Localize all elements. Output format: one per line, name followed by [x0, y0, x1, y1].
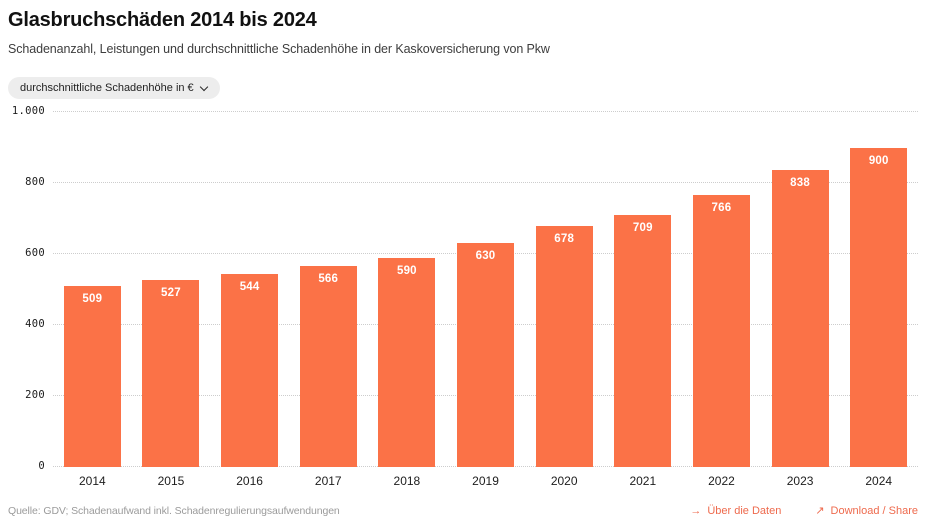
x-axis-label: 2021 — [629, 474, 657, 488]
bar[interactable]: 838 — [771, 169, 829, 467]
bar-slot: 678 — [525, 112, 604, 467]
x-axis-label: 2014 — [78, 474, 106, 488]
y-tick-label: 1.000 — [11, 105, 45, 117]
bar[interactable]: 709 — [614, 215, 672, 467]
x-axis-row: 2014 2015 2016 2017 2018 2019 2020 2021 2022 2023… — [53, 467, 918, 488]
bar-slot: 527 — [132, 112, 211, 467]
bar-value-label: 766 — [711, 202, 732, 215]
y-tick-label: 200 — [25, 389, 45, 401]
bar-slot: 544 — [210, 112, 289, 467]
metric-dropdown[interactable]: durchschnittliche Schadenhöhe in € — [8, 77, 220, 99]
bar-value-label: 566 — [318, 273, 339, 286]
bars-row: 509 527 544 566 590 630 678 709 766 838 900 — [53, 112, 918, 467]
y-tick-label: 400 — [25, 318, 45, 330]
bar-value-label: 630 — [475, 250, 496, 263]
bar-value-label: 900 — [868, 154, 889, 167]
y-tick-label: 0 — [38, 460, 45, 472]
arrow-up-right-icon: ↗ — [815, 505, 825, 517]
bar[interactable]: 630 — [457, 243, 515, 467]
metric-dropdown-label: durchschnittliche Schadenhöhe in € — [20, 82, 194, 94]
y-tick-label: 800 — [25, 176, 45, 188]
x-axis-label: 2018 — [393, 474, 421, 488]
bar-value-label: 509 — [82, 293, 103, 306]
about-data-label: Über die Daten — [707, 504, 782, 517]
bar-value-label: 678 — [554, 233, 575, 246]
x-axis-label: 2022 — [708, 474, 735, 488]
arrow-right-icon: → — [690, 504, 702, 517]
bar[interactable]: 678 — [535, 226, 593, 467]
bar-value-label: 544 — [239, 280, 260, 293]
bar-slot: 838 — [761, 112, 840, 467]
x-axis-label: 2015 — [157, 474, 185, 488]
gridline: 1.000 — [12, 105, 918, 117]
bar-slot: 766 — [682, 112, 761, 467]
download-share-link[interactable]: ↗ Download / Share — [815, 504, 918, 518]
bar-value-label: 709 — [632, 222, 653, 235]
bar-value-label: 838 — [790, 176, 810, 189]
x-axis-label: 2020 — [550, 474, 578, 488]
chart: 509 527 544 566 590 630 678 709 766 838 900 0 200 40… — [8, 105, 918, 488]
bar[interactable]: 566 — [299, 266, 357, 467]
bar-slot: 900 — [839, 112, 918, 467]
bar-slot: 590 — [368, 112, 447, 467]
bar-value-label: 527 — [161, 286, 181, 299]
chevron-down-icon — [199, 82, 208, 91]
chart-footer: Quelle: GDV; Schadenaufwand inkl. Schade… — [8, 504, 918, 518]
source-note: Quelle: GDV; Schadenaufwand inkl. Schade… — [8, 504, 340, 517]
gridline: 800 — [25, 176, 918, 188]
bar[interactable]: 527 — [142, 279, 200, 467]
bar-value-label: 590 — [396, 264, 417, 277]
x-axis-label: 2017 — [314, 474, 342, 488]
about-data-link[interactable]: → Über die Daten — [690, 505, 781, 517]
x-axis-label: 2023 — [786, 474, 814, 488]
page-subtitle: Schadenanzahl, Leistungen und durchschni… — [8, 42, 550, 56]
bar[interactable]: 900 — [850, 147, 908, 467]
page-title: Glasbruchschäden 2014 bis 2024 — [8, 9, 317, 31]
bar-slot: 566 — [289, 112, 368, 467]
bar-slot: 709 — [603, 112, 682, 467]
bar[interactable]: 509 — [63, 286, 121, 467]
download-share-label: Download / Share — [830, 504, 918, 517]
bar[interactable]: 544 — [221, 273, 279, 467]
bar-slot: 630 — [446, 112, 525, 467]
x-axis-label: 2024 — [865, 474, 893, 488]
plot-area: 509 527 544 566 590 630 678 709 766 838 900 0 200 40… — [12, 105, 918, 472]
footer-links: → Über die Daten ↗ Download / Share — [690, 504, 918, 518]
bar[interactable]: 590 — [378, 257, 436, 467]
x-axis-label: 2019 — [472, 474, 499, 488]
x-axis-label: 2016 — [236, 474, 263, 488]
bar[interactable]: 766 — [692, 195, 750, 467]
y-tick-label: 600 — [25, 247, 45, 259]
bar-slot: 509 — [53, 112, 132, 467]
